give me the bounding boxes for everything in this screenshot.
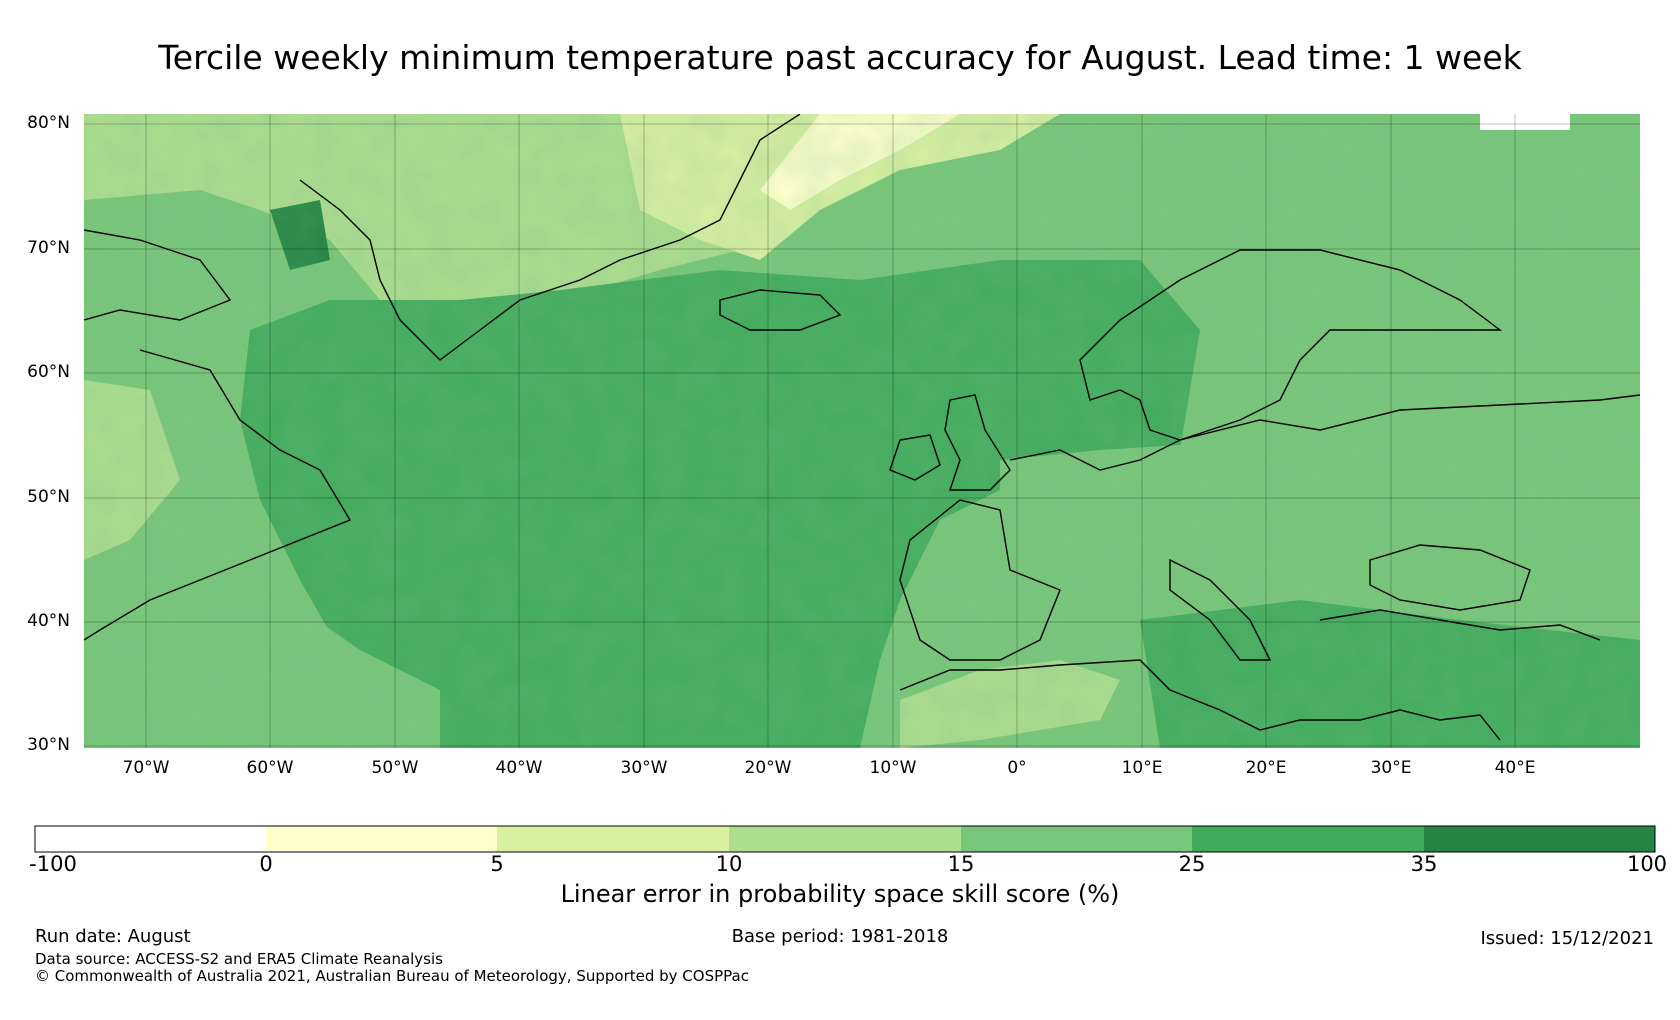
colorbar-tick: 10	[715, 852, 743, 876]
lon-label: 30°E	[1370, 758, 1412, 778]
lon-label: 10°W	[869, 758, 917, 778]
lon-label: 50°W	[371, 758, 419, 778]
colorbar-segment-15-25	[961, 826, 1192, 852]
base-period: Base period: 1981-2018	[731, 926, 949, 947]
colorbar-tick: 0	[259, 852, 273, 876]
lat-label: 40°N	[27, 611, 70, 631]
lat-label: 50°N	[27, 487, 70, 507]
lon-label: 60°W	[246, 758, 294, 778]
coastline-iberia	[899, 499, 1061, 661]
coastline-scandinavia	[1079, 249, 1503, 441]
coastline-turkey	[1319, 609, 1601, 641]
coastline-iceland	[719, 289, 842, 331]
lat-label: 80°N	[27, 113, 70, 133]
lon-label: 0°	[1007, 758, 1027, 778]
lon-label: 30°W	[620, 758, 668, 778]
colorbar-segment-35-100	[1424, 826, 1655, 852]
coastline-labrador	[84, 349, 352, 641]
lat-label: 60°N	[27, 362, 70, 382]
colorbar-tick: 25	[1178, 852, 1206, 876]
coastline-italy	[1169, 558, 1272, 661]
colorbar-tick: 35	[1410, 852, 1438, 876]
colorbar-tick: -100	[29, 852, 77, 876]
lon-label: 10°E	[1121, 758, 1163, 778]
lat-label: 70°N	[27, 238, 70, 258]
colorbar-label: Linear error in probability space skill …	[560, 880, 1120, 908]
lon-label: 40°E	[1494, 758, 1536, 778]
colorbar-segment-0-5	[266, 826, 497, 852]
coastline-britain	[944, 394, 1011, 491]
coastline-north-africa	[899, 659, 1501, 741]
lon-label: 20°W	[744, 758, 792, 778]
issued-date: Issued: 15/12/2021	[1480, 928, 1654, 949]
copyright: © Commonwealth of Australia 2021, Austra…	[35, 967, 749, 985]
map-title: Tercile weekly minimum temperature past …	[158, 38, 1522, 77]
lon-label: 70°W	[122, 758, 170, 778]
colorbar-segment-10-15	[729, 826, 961, 852]
graticule	[84, 114, 1640, 748]
coastline-europe-west	[1009, 394, 1640, 471]
missing-data-patch	[1480, 114, 1570, 130]
colorbar	[34, 825, 1656, 853]
lat-label: 30°N	[27, 735, 70, 755]
coastline-black-sea	[1369, 544, 1531, 611]
colorbar-segment-neg100-0	[35, 826, 266, 852]
coastlines	[84, 114, 1640, 741]
colorbar-tick: 15	[947, 852, 975, 876]
colorbar-segment-25-35	[1192, 826, 1424, 852]
colorbar-segment-5-10	[497, 826, 729, 852]
coastline-baffin	[84, 229, 232, 321]
colorbar-tick: 5	[490, 852, 504, 876]
coastline-greenland	[299, 114, 801, 361]
run-date: Run date: August	[35, 926, 191, 947]
coastline-ireland	[889, 434, 941, 481]
colorbar-outline	[34, 825, 1656, 853]
lon-label: 40°W	[495, 758, 543, 778]
colorbar-tick: 100	[1626, 852, 1668, 876]
data-source: Data source: ACCESS-S2 and ERA5 Climate …	[35, 950, 443, 968]
pixel-texture	[84, 114, 1640, 748]
lon-label: 20°E	[1245, 758, 1287, 778]
